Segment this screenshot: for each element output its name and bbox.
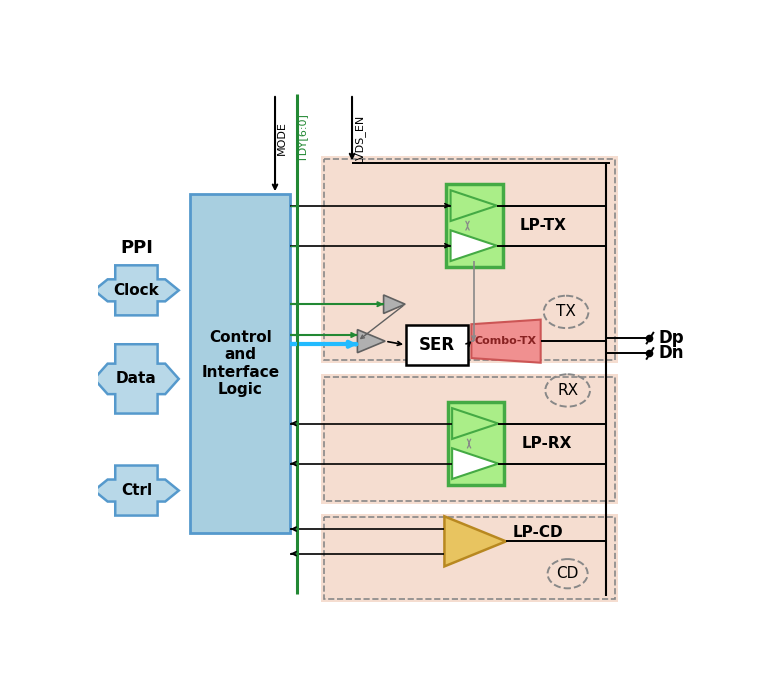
Text: TDY[6:0]: TDY[6:0] bbox=[298, 114, 308, 162]
Bar bbox=[321, 514, 617, 602]
Polygon shape bbox=[94, 344, 179, 414]
Polygon shape bbox=[472, 319, 541, 363]
Polygon shape bbox=[94, 466, 179, 515]
Bar bbox=[406, 325, 468, 365]
Polygon shape bbox=[357, 330, 385, 352]
Polygon shape bbox=[94, 265, 179, 315]
Text: MODE: MODE bbox=[276, 121, 286, 155]
Bar bbox=[446, 184, 503, 267]
Text: Dn: Dn bbox=[658, 344, 684, 363]
Text: Combo-TX: Combo-TX bbox=[475, 336, 537, 346]
Text: LP-RX: LP-RX bbox=[521, 436, 572, 451]
Polygon shape bbox=[451, 230, 497, 261]
Text: LP-TX: LP-TX bbox=[520, 218, 567, 233]
Text: CD: CD bbox=[557, 566, 579, 581]
Bar bbox=[324, 376, 614, 502]
Bar bbox=[190, 194, 290, 533]
Text: SER: SER bbox=[419, 336, 455, 354]
Bar bbox=[324, 517, 614, 599]
Text: Ctrl: Ctrl bbox=[121, 483, 152, 498]
Text: RX: RX bbox=[557, 383, 578, 398]
Bar bbox=[448, 402, 505, 485]
Polygon shape bbox=[452, 448, 498, 479]
Text: Dp: Dp bbox=[658, 329, 684, 347]
Text: PPI: PPI bbox=[120, 239, 153, 257]
Polygon shape bbox=[383, 295, 406, 313]
Bar bbox=[321, 374, 617, 504]
Polygon shape bbox=[445, 517, 506, 566]
Bar bbox=[324, 159, 614, 361]
Text: LP-CD: LP-CD bbox=[512, 525, 563, 539]
Text: Control
and
Interface
Logic: Control and Interface Logic bbox=[201, 330, 280, 397]
Bar bbox=[321, 155, 617, 363]
Polygon shape bbox=[452, 408, 498, 439]
Text: Clock: Clock bbox=[114, 283, 159, 298]
Text: LVDS_EN: LVDS_EN bbox=[353, 113, 365, 163]
Text: TX: TX bbox=[556, 304, 576, 319]
Polygon shape bbox=[451, 190, 497, 221]
Text: Data: Data bbox=[116, 372, 157, 386]
